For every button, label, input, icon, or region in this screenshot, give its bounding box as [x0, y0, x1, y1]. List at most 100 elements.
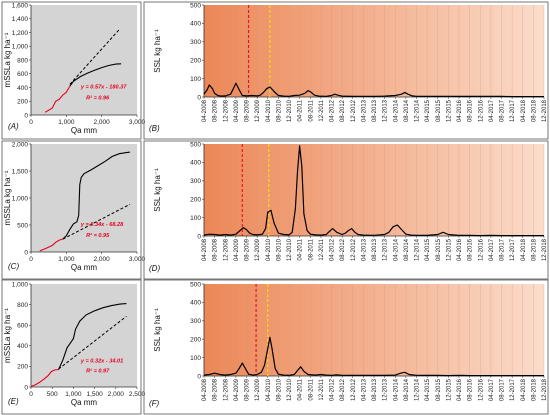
x-tick-label: 04-2012	[330, 99, 336, 122]
x-tick-label: 08-2014	[404, 99, 410, 122]
x-tick-label: 04-2015	[425, 99, 431, 122]
x-tick-label: 08-2016	[468, 238, 474, 261]
x-tick-label: 1,500	[86, 391, 103, 398]
x-tick-label: 12-2018	[542, 238, 548, 261]
panel-b: 0 100 200 300 400 500 SSL kg ha⁻¹ 04-2008 08-200…	[143, 1, 549, 140]
panel-c: 0 500 1,000 1,500 2,000 mSSLa kg ha⁻¹ 0 1,000 2,…	[1, 140, 146, 280]
x-tick-label: 2,000	[94, 256, 111, 263]
x-tick-label: 04-2010	[266, 378, 272, 401]
x-tick-label: 08-2012	[340, 238, 346, 261]
y-tick-label: 0	[197, 94, 201, 101]
x-tick-label: 12-2016	[478, 99, 484, 122]
panel-d: 0 100 200 300 400 500 SSL kg ha⁻¹ 04-2008 08-200…	[143, 140, 549, 280]
x-tick-label: 04-2018	[521, 378, 527, 401]
x-tick-label: 2,500	[129, 391, 146, 398]
y-tick-label: 500	[190, 2, 201, 9]
equation-label: y = 0.34x - 68.28	[80, 222, 124, 228]
y-tick-label: 400	[17, 85, 28, 92]
y-tick-label: 800	[17, 302, 28, 309]
equation-label: y = 0.32x - 34.01	[80, 358, 123, 364]
x-tick-label: 12-2013	[383, 99, 389, 122]
y-tick-label: 200	[190, 337, 201, 344]
x-tick-label: 12-2012	[351, 378, 357, 401]
x-axis-label: Qa mm	[71, 126, 98, 135]
x-tick-label: 12-2017	[510, 99, 516, 122]
x-axis-label: Qa mm	[71, 398, 98, 407]
x-tick-label: 04-2018	[521, 99, 527, 122]
x-tick-label: 12-2009	[255, 378, 261, 401]
x-tick-label: 3,000	[129, 119, 146, 126]
x-tick-label: 04-2011	[298, 99, 304, 121]
x-tick-label: 04-2009	[234, 99, 240, 122]
x-tick-label: 12-2014	[415, 99, 421, 122]
y-tick-label: 500	[190, 281, 201, 288]
x-tick-label: 12-2012	[351, 238, 357, 261]
y-tick-label: 1,000	[12, 195, 29, 202]
panel-e: 0 200 400 600 800 1,000 mSSLa kg ha⁻¹ 0 500 1,000…	[1, 279, 146, 415]
x-tick-label: 08-2013	[372, 378, 378, 401]
x-tick-label: 04-2014	[393, 238, 399, 261]
x-tick-label: 12-2011	[319, 99, 325, 121]
x-tick-label: 12-2011	[319, 378, 325, 400]
x-tick-label: 12-2010	[287, 99, 293, 122]
x-tick-label: 08-2013	[372, 99, 378, 122]
x-tick-label: 12-2014	[415, 378, 421, 401]
x-tick-label: 12-2008	[223, 99, 229, 122]
x-tick-label: 04-2015	[425, 378, 431, 401]
x-tick-label: 1,000	[58, 256, 75, 263]
x-tick-label: 04-2013	[361, 238, 367, 261]
x-tick-label: 08-2017	[500, 378, 506, 401]
x-tick-label: 12-2017	[510, 238, 516, 261]
x-tick-label: 04-2013	[361, 378, 367, 401]
x-tick-label: 04-2013	[361, 99, 367, 122]
y-tick-label: 300	[190, 318, 201, 325]
y-tick-label: 1,600	[12, 2, 29, 9]
x-tick-label: 12-2011	[319, 238, 325, 260]
panel-f: 0 100 200 300 400 500 SSL kg ha⁻¹ 04-2008 08-200…	[143, 279, 549, 415]
plot-background	[31, 284, 137, 387]
y-axis-label: SSL kg ha⁻¹	[153, 168, 162, 212]
y-tick-label: 1,000	[12, 281, 29, 288]
x-tick-label: 04-2009	[234, 378, 240, 401]
x-tick-label: 08-2015	[436, 238, 442, 261]
panel-frame	[1, 279, 142, 415]
y-tick-label: 0	[24, 112, 28, 119]
series-line	[203, 145, 544, 237]
y-axis-label: mSSLa kg ha⁻¹	[3, 170, 12, 225]
x-tick-label: 12-2010	[287, 378, 293, 401]
x-tick-label: 12-2012	[351, 99, 357, 122]
x-tick-label: 04-2018	[521, 238, 527, 261]
y-tick-label: 200	[190, 58, 201, 65]
x-tick-label: 08-2012	[340, 378, 346, 401]
x-tick-label: 08-2010	[276, 378, 282, 401]
x-tick-label: 04-2014	[393, 99, 399, 122]
r2-label: R² = 0.96	[86, 95, 110, 102]
panel-frame	[143, 279, 549, 415]
x-tick-label: 08-2015	[436, 99, 442, 122]
x-tick-label: 04-2011	[298, 238, 304, 260]
x-tick-label: 08-2008	[213, 378, 219, 401]
x-tick-label: 04-2008	[202, 99, 208, 122]
panel-label: (B)	[149, 124, 160, 133]
series-line-black	[69, 63, 122, 87]
x-tick-label: 04-2012	[330, 238, 336, 261]
x-tick-label: 08-2011	[308, 99, 314, 121]
series-line-red	[30, 368, 59, 388]
x-tick-label: 12-2018	[542, 99, 548, 122]
x-tick-label: 04-2016	[457, 238, 463, 261]
x-tick-label: 04-2012	[330, 378, 336, 401]
series-line	[203, 336, 544, 377]
x-tick-label: 08-2013	[372, 238, 378, 261]
x-tick-label: 04-2010	[266, 99, 272, 122]
x-tick-label: 04-2016	[457, 378, 463, 401]
series-line-red	[39, 238, 63, 252]
panel-a: 0 200 400 600 800 1,000 1,200 1,400 1,600 mSSLa k…	[1, 1, 146, 140]
x-tick-label: 04-2014	[393, 378, 399, 401]
trend-line	[62, 203, 131, 240]
x-axis-label: Qa mm	[71, 263, 98, 272]
y-tick-label: 100	[190, 76, 201, 83]
y-tick-label: 1,500	[12, 168, 29, 175]
plot-background	[31, 144, 137, 252]
x-tick-label: 1,000	[65, 391, 82, 398]
